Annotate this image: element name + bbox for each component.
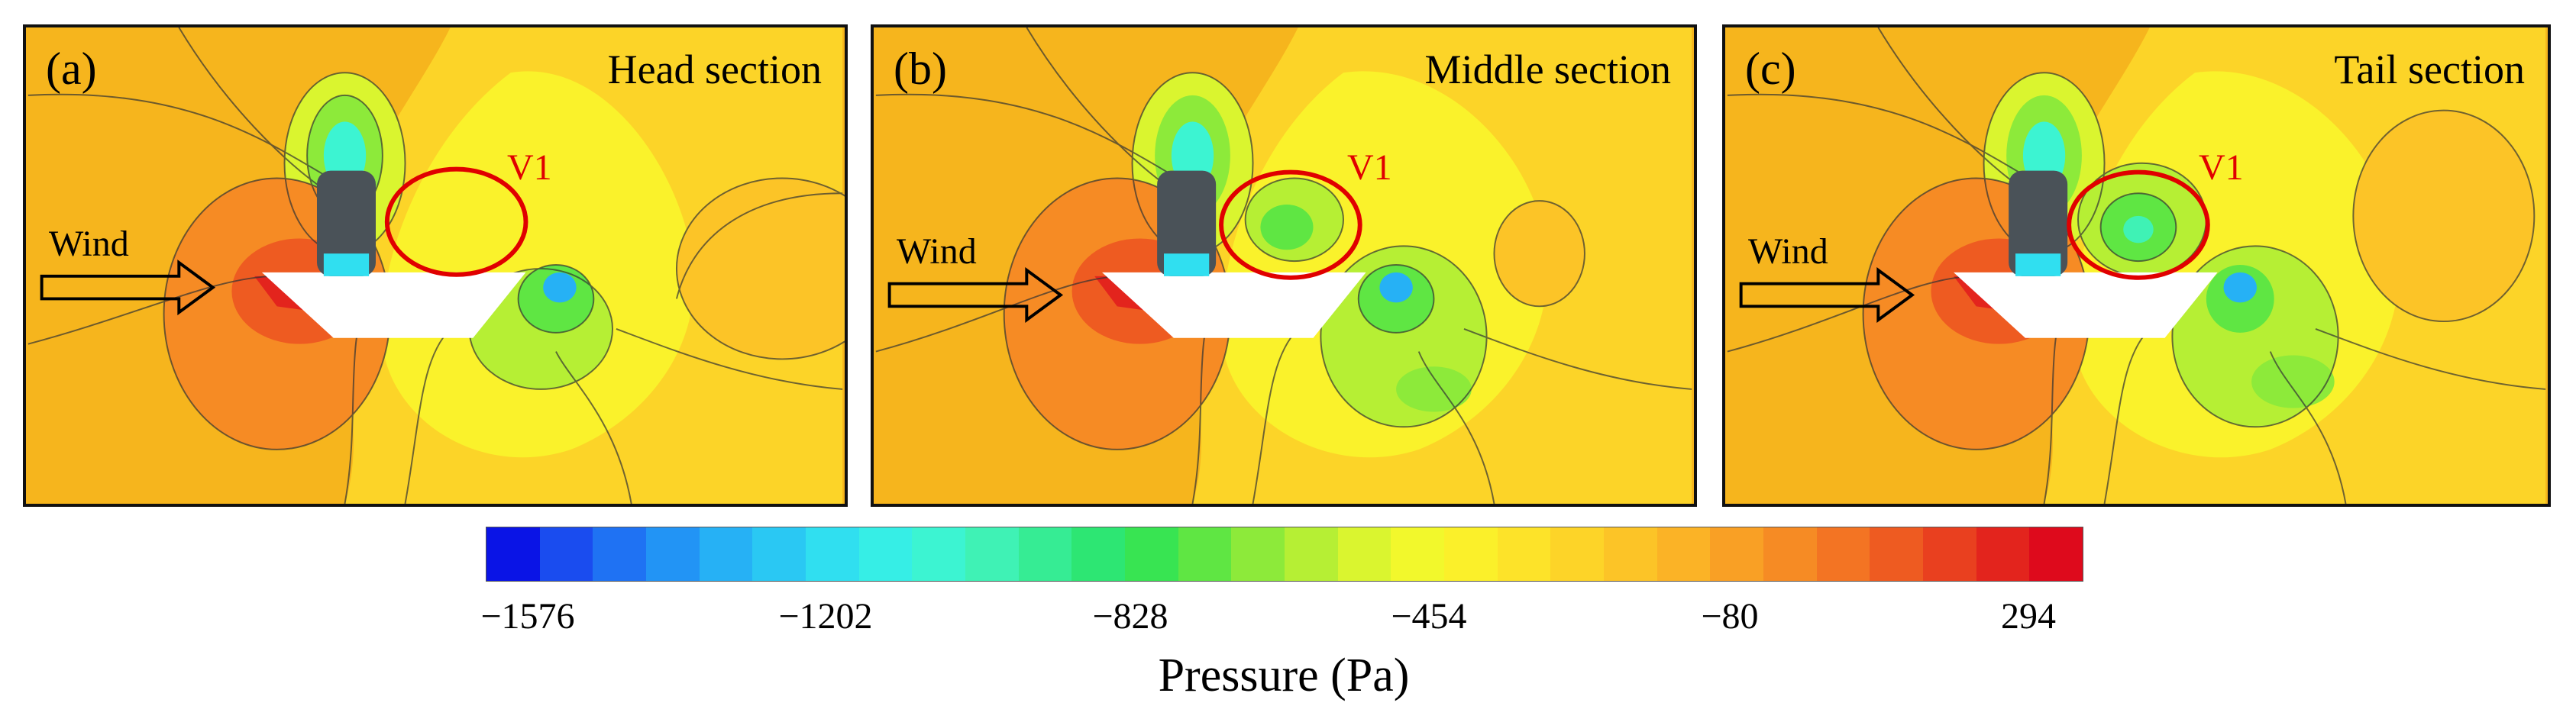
train-cross-section [1102, 272, 1366, 338]
colorbar-cell [1870, 527, 1924, 581]
colorbar-cell [752, 527, 806, 581]
panel-middle-section: (b) Middle section V1 Wind [871, 24, 1697, 507]
vortex-v1-circle [2067, 169, 2210, 280]
colorbar-cell [1231, 527, 1285, 581]
pressure-colorbar [486, 527, 2083, 582]
wind-arrow [40, 260, 216, 316]
colorbar-cell [1550, 527, 1605, 581]
pantograph-insulator [2009, 170, 2068, 276]
colorbar-cell [1444, 527, 1498, 581]
panel-title: Head section [607, 47, 822, 92]
colorbar-cell [2029, 527, 2083, 581]
colorbar-cell [486, 527, 540, 581]
colorbar-cell [858, 527, 913, 581]
train-cross-section [261, 272, 526, 338]
colorbar-title: Pressure (Pa) [1158, 650, 1410, 701]
wind-label: Wind [897, 231, 977, 272]
colorbar-cell [965, 527, 1019, 581]
colorbar-cell [1976, 527, 2030, 581]
vortex-label: V1 [1347, 147, 1392, 188]
train-cross-section [1954, 272, 2218, 338]
wind-arrow [1739, 267, 1915, 323]
colorbar-cell [1071, 527, 1126, 581]
colorbar-tick: −1202 [778, 596, 873, 637]
wind-label: Wind [1748, 231, 1828, 272]
pantograph-insulator [316, 170, 376, 276]
panel-label: (b) [894, 44, 947, 94]
panel-label: (c) [1745, 44, 1796, 94]
colorbar-cell [1497, 527, 1551, 581]
panel-title: Middle section [1424, 47, 1671, 92]
colorbar-cell [1337, 527, 1391, 581]
vortex-label: V1 [2199, 147, 2244, 188]
colorbar-cell [912, 527, 966, 581]
colorbar-cell [593, 527, 647, 581]
colorbar-tick: −1576 [480, 596, 575, 637]
colorbar-cell [806, 527, 859, 581]
colorbar-cell [646, 527, 700, 581]
colorbar-tick: 294 [2001, 596, 2056, 637]
colorbar-cell [1656, 527, 1711, 581]
colorbar-cell [1178, 527, 1232, 581]
pressure-contour-field [1727, 27, 2546, 504]
colorbar-cell [1125, 527, 1178, 581]
panel-head-section: (a) Head section V1 Wind [23, 24, 848, 507]
colorbar-cell [699, 527, 753, 581]
colorbar-cell [1018, 527, 1072, 581]
colorbar-cell [1923, 527, 1976, 581]
colorbar-tick: −454 [1391, 596, 1467, 637]
colorbar-tick: −828 [1092, 596, 1168, 637]
colorbar-cell [1763, 527, 1817, 581]
panel-title: Tail section [2334, 47, 2525, 92]
pressure-contour-field [27, 27, 845, 504]
vortex-label: V1 [507, 147, 552, 188]
colorbar-cell [539, 527, 593, 581]
colorbar-cell [1604, 527, 1657, 581]
vortex-v1-circle [1219, 169, 1362, 280]
pantograph-insulator [1157, 170, 1217, 276]
panel-label: (a) [46, 44, 97, 94]
wind-arrow [887, 267, 1064, 323]
pressure-contour-field [875, 27, 1692, 504]
colorbar-cell [1391, 527, 1445, 581]
colorbar-cell [1285, 527, 1338, 581]
vortex-v1-circle [384, 166, 528, 277]
colorbar-tick: −80 [1701, 596, 1759, 637]
wind-label: Wind [49, 224, 129, 264]
colorbar-cell [1816, 527, 1870, 581]
panel-tail-section: (c) Tail section V1 Wind [1722, 24, 2551, 507]
colorbar-cell [1710, 527, 1764, 581]
